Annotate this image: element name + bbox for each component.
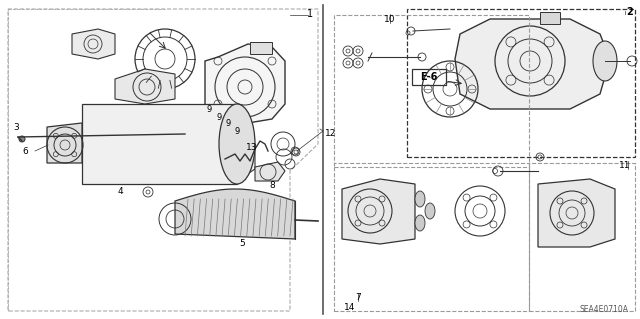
- Text: 9: 9: [206, 105, 212, 114]
- Ellipse shape: [415, 191, 425, 207]
- Polygon shape: [72, 29, 115, 59]
- Text: 9: 9: [216, 113, 221, 122]
- Text: 1: 1: [307, 9, 313, 19]
- Bar: [529, 163, 635, 311]
- Bar: [540, 12, 560, 24]
- Polygon shape: [342, 179, 415, 244]
- Text: 12: 12: [325, 130, 337, 138]
- Polygon shape: [538, 179, 615, 247]
- Polygon shape: [455, 19, 610, 109]
- Bar: [407, 9, 635, 157]
- Bar: [209, 111, 223, 124]
- Bar: [229, 126, 243, 139]
- Ellipse shape: [425, 203, 435, 219]
- Text: 9: 9: [225, 120, 230, 129]
- Text: 7: 7: [355, 293, 361, 301]
- Text: 3: 3: [13, 122, 19, 131]
- Polygon shape: [115, 69, 175, 104]
- Ellipse shape: [415, 215, 425, 231]
- Text: E-6: E-6: [420, 72, 438, 82]
- Polygon shape: [255, 162, 285, 181]
- Bar: [239, 133, 253, 146]
- Bar: [219, 119, 234, 132]
- FancyBboxPatch shape: [412, 69, 446, 85]
- Text: 14: 14: [344, 303, 356, 313]
- Bar: [334, 15, 529, 167]
- Bar: [82, 104, 237, 184]
- Text: SEA4E0710A: SEA4E0710A: [579, 305, 628, 314]
- Text: 9: 9: [234, 127, 239, 136]
- Ellipse shape: [64, 126, 100, 162]
- Text: 6: 6: [22, 146, 28, 155]
- Polygon shape: [185, 134, 255, 179]
- Ellipse shape: [593, 41, 617, 81]
- Text: 10: 10: [384, 14, 396, 24]
- Text: 11: 11: [618, 160, 630, 169]
- Ellipse shape: [219, 104, 255, 184]
- Polygon shape: [205, 44, 285, 123]
- Bar: [334, 163, 529, 311]
- Circle shape: [19, 136, 25, 142]
- Text: 8: 8: [269, 181, 275, 189]
- Text: 2: 2: [627, 7, 634, 17]
- Polygon shape: [175, 189, 295, 239]
- Bar: [250, 42, 272, 54]
- Text: 4: 4: [117, 187, 123, 196]
- Polygon shape: [47, 123, 82, 163]
- Text: 13: 13: [246, 143, 258, 152]
- Text: 5: 5: [239, 239, 245, 248]
